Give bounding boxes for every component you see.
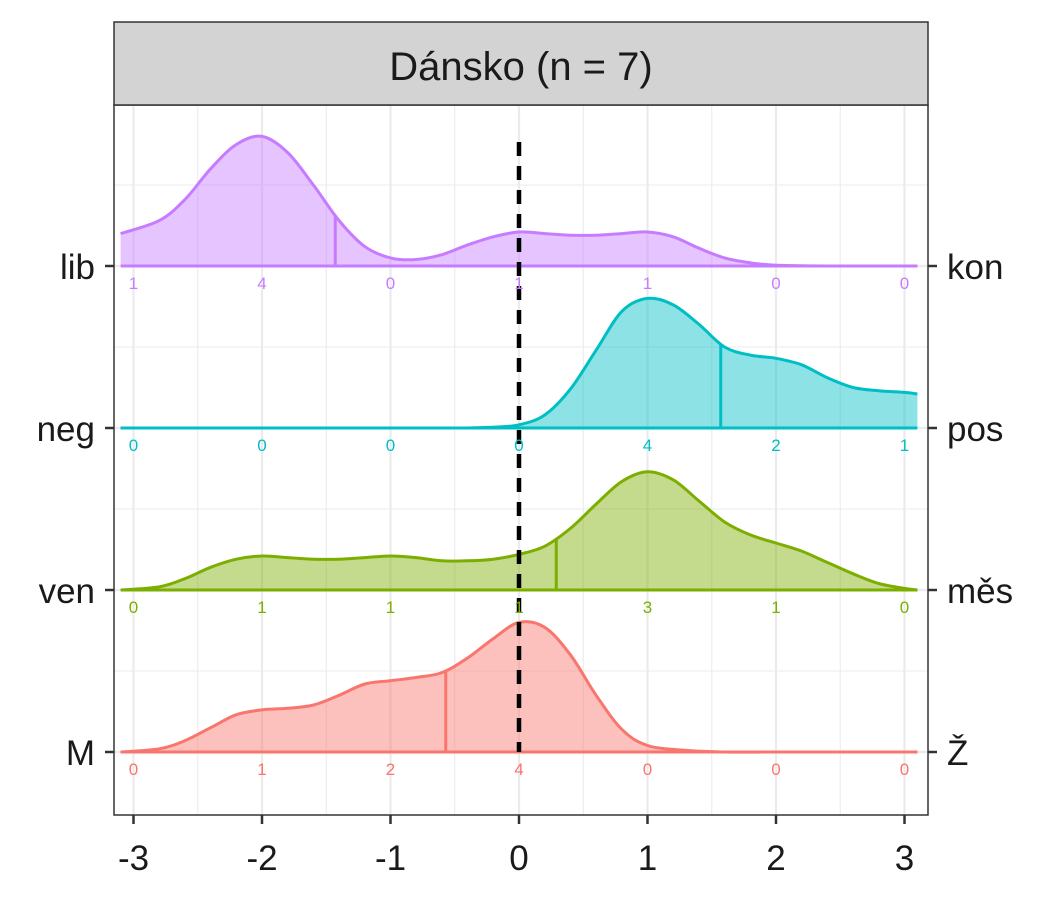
ridge-ven-měs xyxy=(120,470,918,592)
ridge-area xyxy=(120,136,918,267)
count-label: 1 xyxy=(257,598,266,617)
count-label: 0 xyxy=(514,436,523,455)
x-tick-label: 2 xyxy=(766,839,785,878)
density-ridges xyxy=(120,134,918,754)
count-label: 2 xyxy=(771,436,780,455)
x-tick-label: 3 xyxy=(895,839,914,878)
y-axis-right: kon pos měs Ž xyxy=(928,248,1013,773)
x-tick-label: -2 xyxy=(246,839,277,878)
facet-title: Dánsko (n = 7) xyxy=(389,45,652,89)
count-label: 1 xyxy=(257,760,266,779)
x-tick-label: 1 xyxy=(638,839,657,878)
count-label: 0 xyxy=(771,760,780,779)
ridge-line xyxy=(120,470,918,592)
x-tick-label: -3 xyxy=(118,839,149,878)
count-label: 1 xyxy=(514,598,523,617)
count-label: 2 xyxy=(386,760,395,779)
count-label: 1 xyxy=(514,274,523,293)
facet-strip-background xyxy=(113,21,929,106)
count-label: 0 xyxy=(900,598,909,617)
count-labels: 1 4 0 1 1 0 0 0 0 0 0 4 2 1 0 1 1 1 3 1 0 0 1 2 4 0 0 0 xyxy=(129,274,909,779)
count-label: 4 xyxy=(514,760,523,779)
y-label-left: M xyxy=(66,734,95,773)
count-label: 0 xyxy=(900,274,909,293)
y-label-left: ven xyxy=(39,572,95,611)
count-label: 4 xyxy=(643,436,652,455)
ridge-neg-pos xyxy=(120,296,918,430)
count-label: 1 xyxy=(771,598,780,617)
count-label: 0 xyxy=(900,760,909,779)
x-tick-label: -1 xyxy=(375,839,406,878)
x-axis: -3 -2 -1 0 1 2 3 xyxy=(118,815,914,878)
count-label: 1 xyxy=(129,274,138,293)
count-label: 0 xyxy=(643,760,652,779)
y-label-left: lib xyxy=(60,248,95,287)
ridge-line xyxy=(120,620,918,754)
x-tick-label: 0 xyxy=(509,839,528,878)
count-label: 1 xyxy=(643,274,652,293)
y-label-right: kon xyxy=(947,248,1003,287)
y-label-right: měs xyxy=(947,572,1013,611)
count-label: 1 xyxy=(386,598,395,617)
facet-strip: Dánsko (n = 7) xyxy=(113,21,929,106)
y-label-right: Ž xyxy=(947,734,968,773)
ridge-area xyxy=(120,298,918,429)
count-label: 0 xyxy=(129,436,138,455)
count-label: 0 xyxy=(386,274,395,293)
ridge-line xyxy=(120,134,918,268)
count-label: 0 xyxy=(129,760,138,779)
y-label-left: neg xyxy=(37,410,95,449)
count-label: 1 xyxy=(900,436,909,455)
count-label: 3 xyxy=(643,598,652,617)
count-label: 4 xyxy=(257,274,266,293)
ridge-area xyxy=(120,621,918,753)
count-label: 0 xyxy=(386,436,395,455)
y-label-right: pos xyxy=(947,410,1003,449)
count-label: 0 xyxy=(129,598,138,617)
count-label: 0 xyxy=(771,274,780,293)
count-label: 0 xyxy=(257,436,266,455)
y-axis-left: lib neg ven M xyxy=(37,248,114,773)
